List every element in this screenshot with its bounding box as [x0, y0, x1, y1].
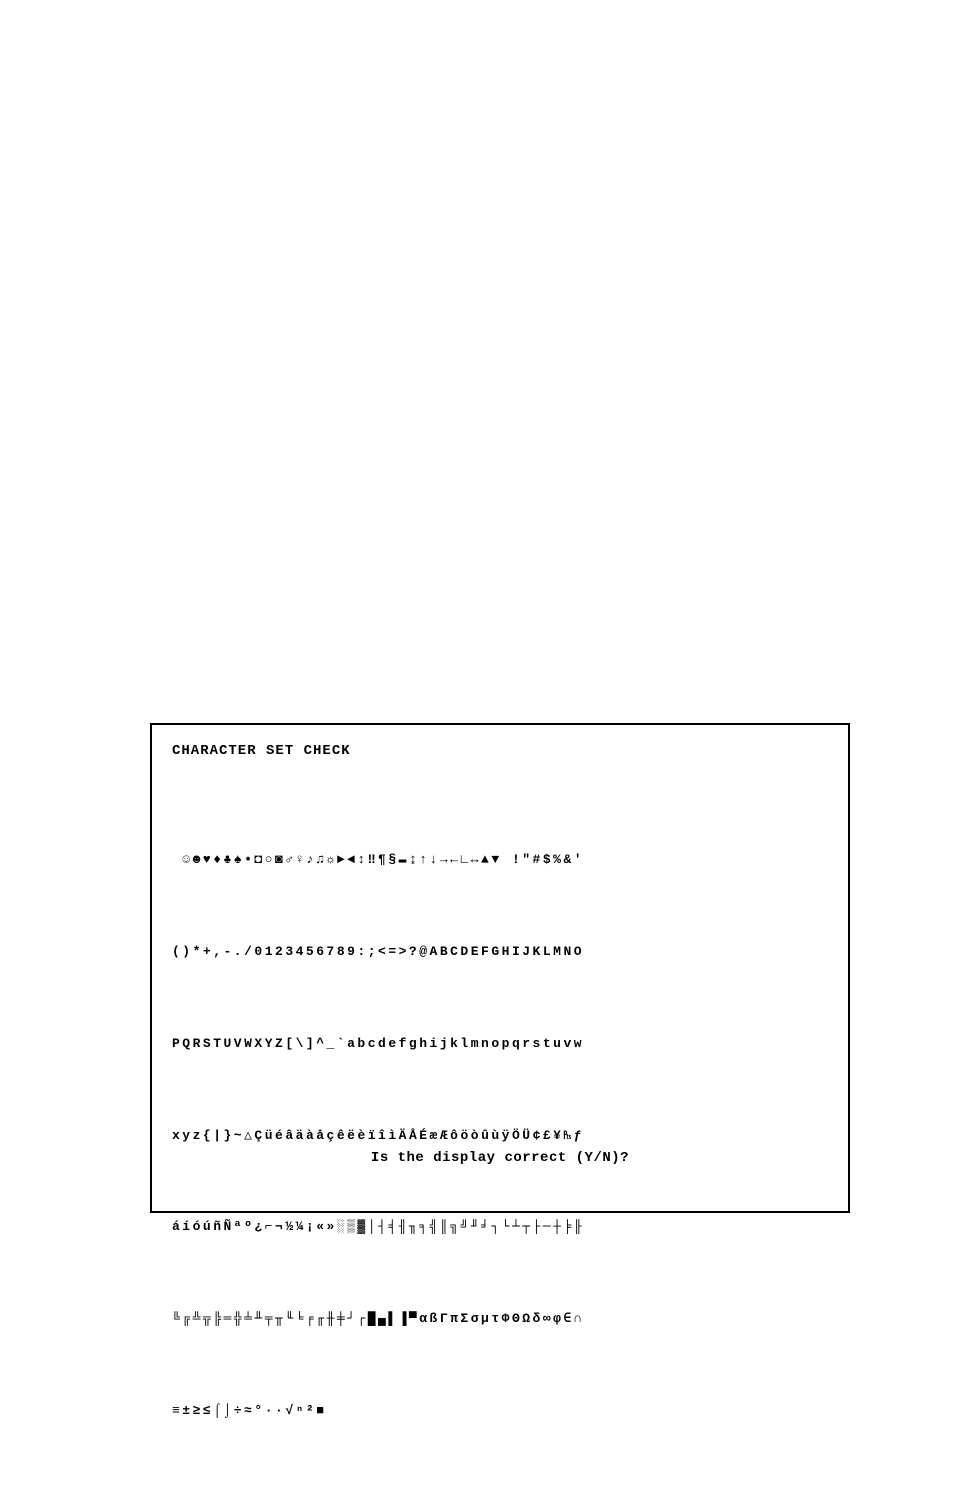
char-row-4: áíóúñÑªº¿⌐¬½¼¡«»░▒▓│┤╡╢╖╕╣║╗╝╜╛┐└┴┬├─┼╞╟	[172, 1213, 828, 1242]
char-row-0: ☺☻♥♦♣♠•◘○◙♂♀♪♫☼►◄↕‼¶§▬↨↑↓→←∟↔▲▼ !"#$%&'	[172, 846, 828, 875]
char-row-3: xyz{|}~△ÇüéâäàåçêëèïîìÄÅÉæÆôöòûùÿÖÜ¢£¥₧ƒ	[172, 1122, 828, 1151]
panel-title: CHARACTER SET CHECK	[172, 743, 828, 759]
confirmation-prompt[interactable]: Is the display correct (Y/N)?	[152, 1150, 848, 1166]
char-row-2: PQRSTUVWXYZ[\]^_`abcdefghijklmnopqrstuvw	[172, 1030, 828, 1059]
char-row-5: ╚╔╩╦╠═╬╧╨╤╥╙╘╒╓╫╪┘┌█▄▌▐▀αßΓπΣσµτΦΘΩδ∞φ∈∩	[172, 1305, 828, 1334]
char-row-1: ()*+,-./0123456789:;<=>?@ABCDEFGHIJKLMNO	[172, 938, 828, 967]
character-set-panel: CHARACTER SET CHECK ☺☻♥♦♣♠•◘○◙♂♀♪♫☼►◄↕‼¶…	[150, 723, 850, 1213]
character-grid: ☺☻♥♦♣♠•◘○◙♂♀♪♫☼►◄↕‼¶§▬↨↑↓→←∟↔▲▼ !"#$%&' …	[172, 789, 828, 1489]
char-row-6: ≡±≥≤⌠⌡÷≈°··√ⁿ²■	[172, 1397, 828, 1426]
